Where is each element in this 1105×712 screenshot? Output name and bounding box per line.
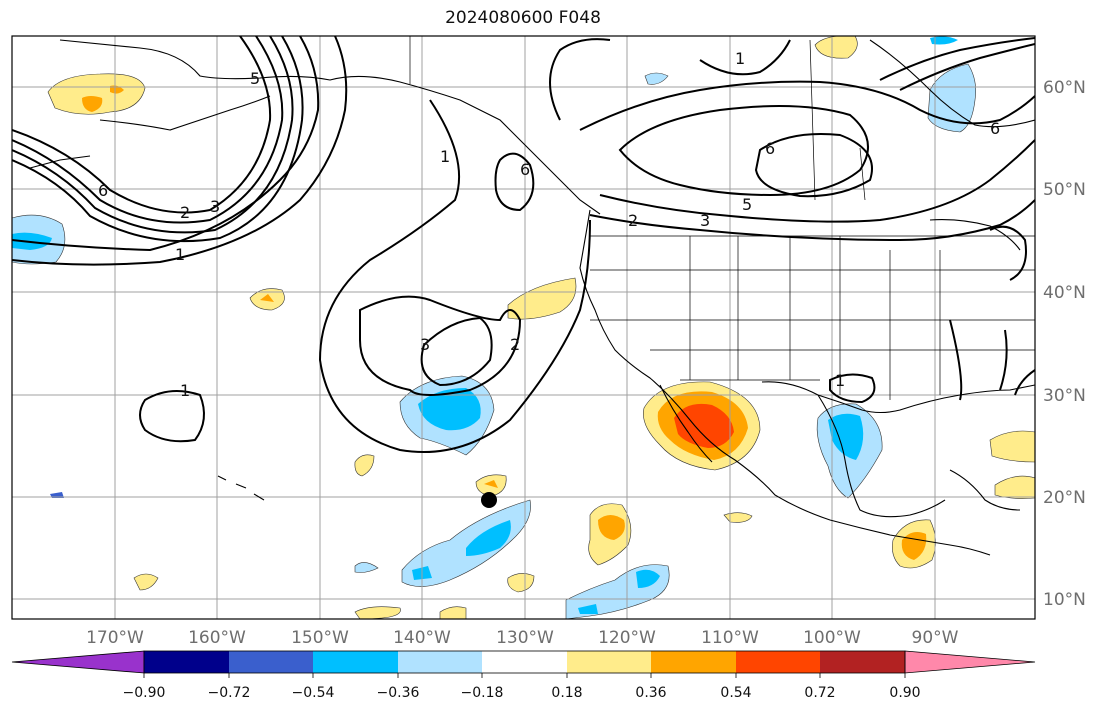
political-borders	[409, 36, 1035, 400]
colorbar-low-extend	[11, 650, 145, 674]
negative-anomaly-fill	[12, 36, 976, 619]
contour-label: 1	[735, 49, 745, 68]
lat-label-20n: 20°N	[1043, 488, 1086, 508]
colorbar-label: −0.54	[292, 685, 335, 701]
graticule	[12, 36, 1035, 619]
lat-label-50n: 50°N	[1043, 180, 1086, 200]
contour-label: 3	[700, 211, 710, 230]
colorbar-segment	[482, 651, 567, 673]
colorbar-label: −0.72	[208, 685, 251, 701]
colorbar-label: 0.72	[804, 685, 835, 701]
latitude-labels: 60°N 50°N 40°N 30°N 20°N 10°N	[1043, 78, 1086, 610]
contour-label: 1	[440, 147, 450, 166]
colorbar-segment	[144, 651, 229, 673]
lon-label-140w: 140°W	[393, 628, 451, 648]
colorbar-segment	[313, 651, 398, 673]
positive-anomaly-fill	[47, 36, 1035, 619]
contour-label: 6	[765, 139, 775, 158]
colorbar-segment	[398, 651, 482, 673]
lon-label-130w: 130°W	[496, 628, 554, 648]
contour-labels: 1 2 3 5 6 1 2 3 6 5 6 1 2 3 1 1 6	[98, 49, 1000, 400]
lat-label-60n: 60°N	[1043, 78, 1086, 98]
contour-label: 3	[420, 335, 430, 354]
lon-label-110w: 110°W	[701, 628, 759, 648]
contour-label: 6	[990, 119, 1000, 138]
map-title: 2024080600 F048	[445, 8, 601, 28]
colorbar-segment	[651, 651, 736, 673]
colorbar-segment	[736, 651, 820, 673]
contour-label: 5	[250, 69, 260, 88]
contour-label: 2	[510, 335, 520, 354]
colorbar-label: 0.18	[551, 685, 582, 701]
contour-label: 6	[98, 181, 108, 200]
contour-lines	[12, 36, 1035, 453]
colorbar-label: 0.90	[889, 685, 920, 701]
contour-label: 6	[520, 160, 530, 179]
lon-label-90w: 90°W	[912, 628, 959, 648]
lat-label-10n: 10°N	[1043, 590, 1086, 610]
colorbar-high-extend	[904, 650, 1036, 674]
colorbar-label: −0.18	[461, 685, 504, 701]
colorbar-label: 0.54	[720, 685, 751, 701]
lon-label-100w: 100°W	[803, 628, 861, 648]
contour-label: 1	[180, 381, 190, 400]
colorbar: −0.90 −0.72 −0.54 −0.36 −0.18 0.18 0.36 …	[11, 650, 1036, 701]
contour-label: 2	[180, 203, 190, 222]
colorbar-label: −0.36	[377, 685, 420, 701]
coastlines	[29, 39, 1035, 556]
lat-label-40n: 40°N	[1043, 283, 1086, 303]
contour-label: 1	[175, 245, 185, 264]
map-frame	[11, 35, 1036, 620]
longitude-labels: 170°W 160°W 150°W 140°W 130°W 120°W 110°…	[86, 628, 959, 648]
colorbar-ticks	[143, 673, 906, 678]
contour-label: 1	[835, 371, 845, 390]
lon-label-170w: 170°W	[86, 628, 144, 648]
colorbar-label: −0.90	[123, 685, 166, 701]
contour-label: 5	[742, 195, 752, 214]
colorbar-segment	[229, 651, 313, 673]
map-panel	[12, 36, 1035, 619]
colorbar-segment	[820, 651, 905, 673]
contour-label: 3	[210, 197, 220, 216]
lon-label-160w: 160°W	[188, 628, 246, 648]
contour-label: 2	[628, 211, 638, 230]
lon-label-120w: 120°W	[598, 628, 656, 648]
colorbar-label: 0.36	[635, 685, 666, 701]
storm-position-marker	[481, 492, 497, 508]
lon-label-150w: 150°W	[291, 628, 349, 648]
lat-label-30n: 30°N	[1043, 386, 1086, 406]
colorbar-segment	[567, 651, 651, 673]
